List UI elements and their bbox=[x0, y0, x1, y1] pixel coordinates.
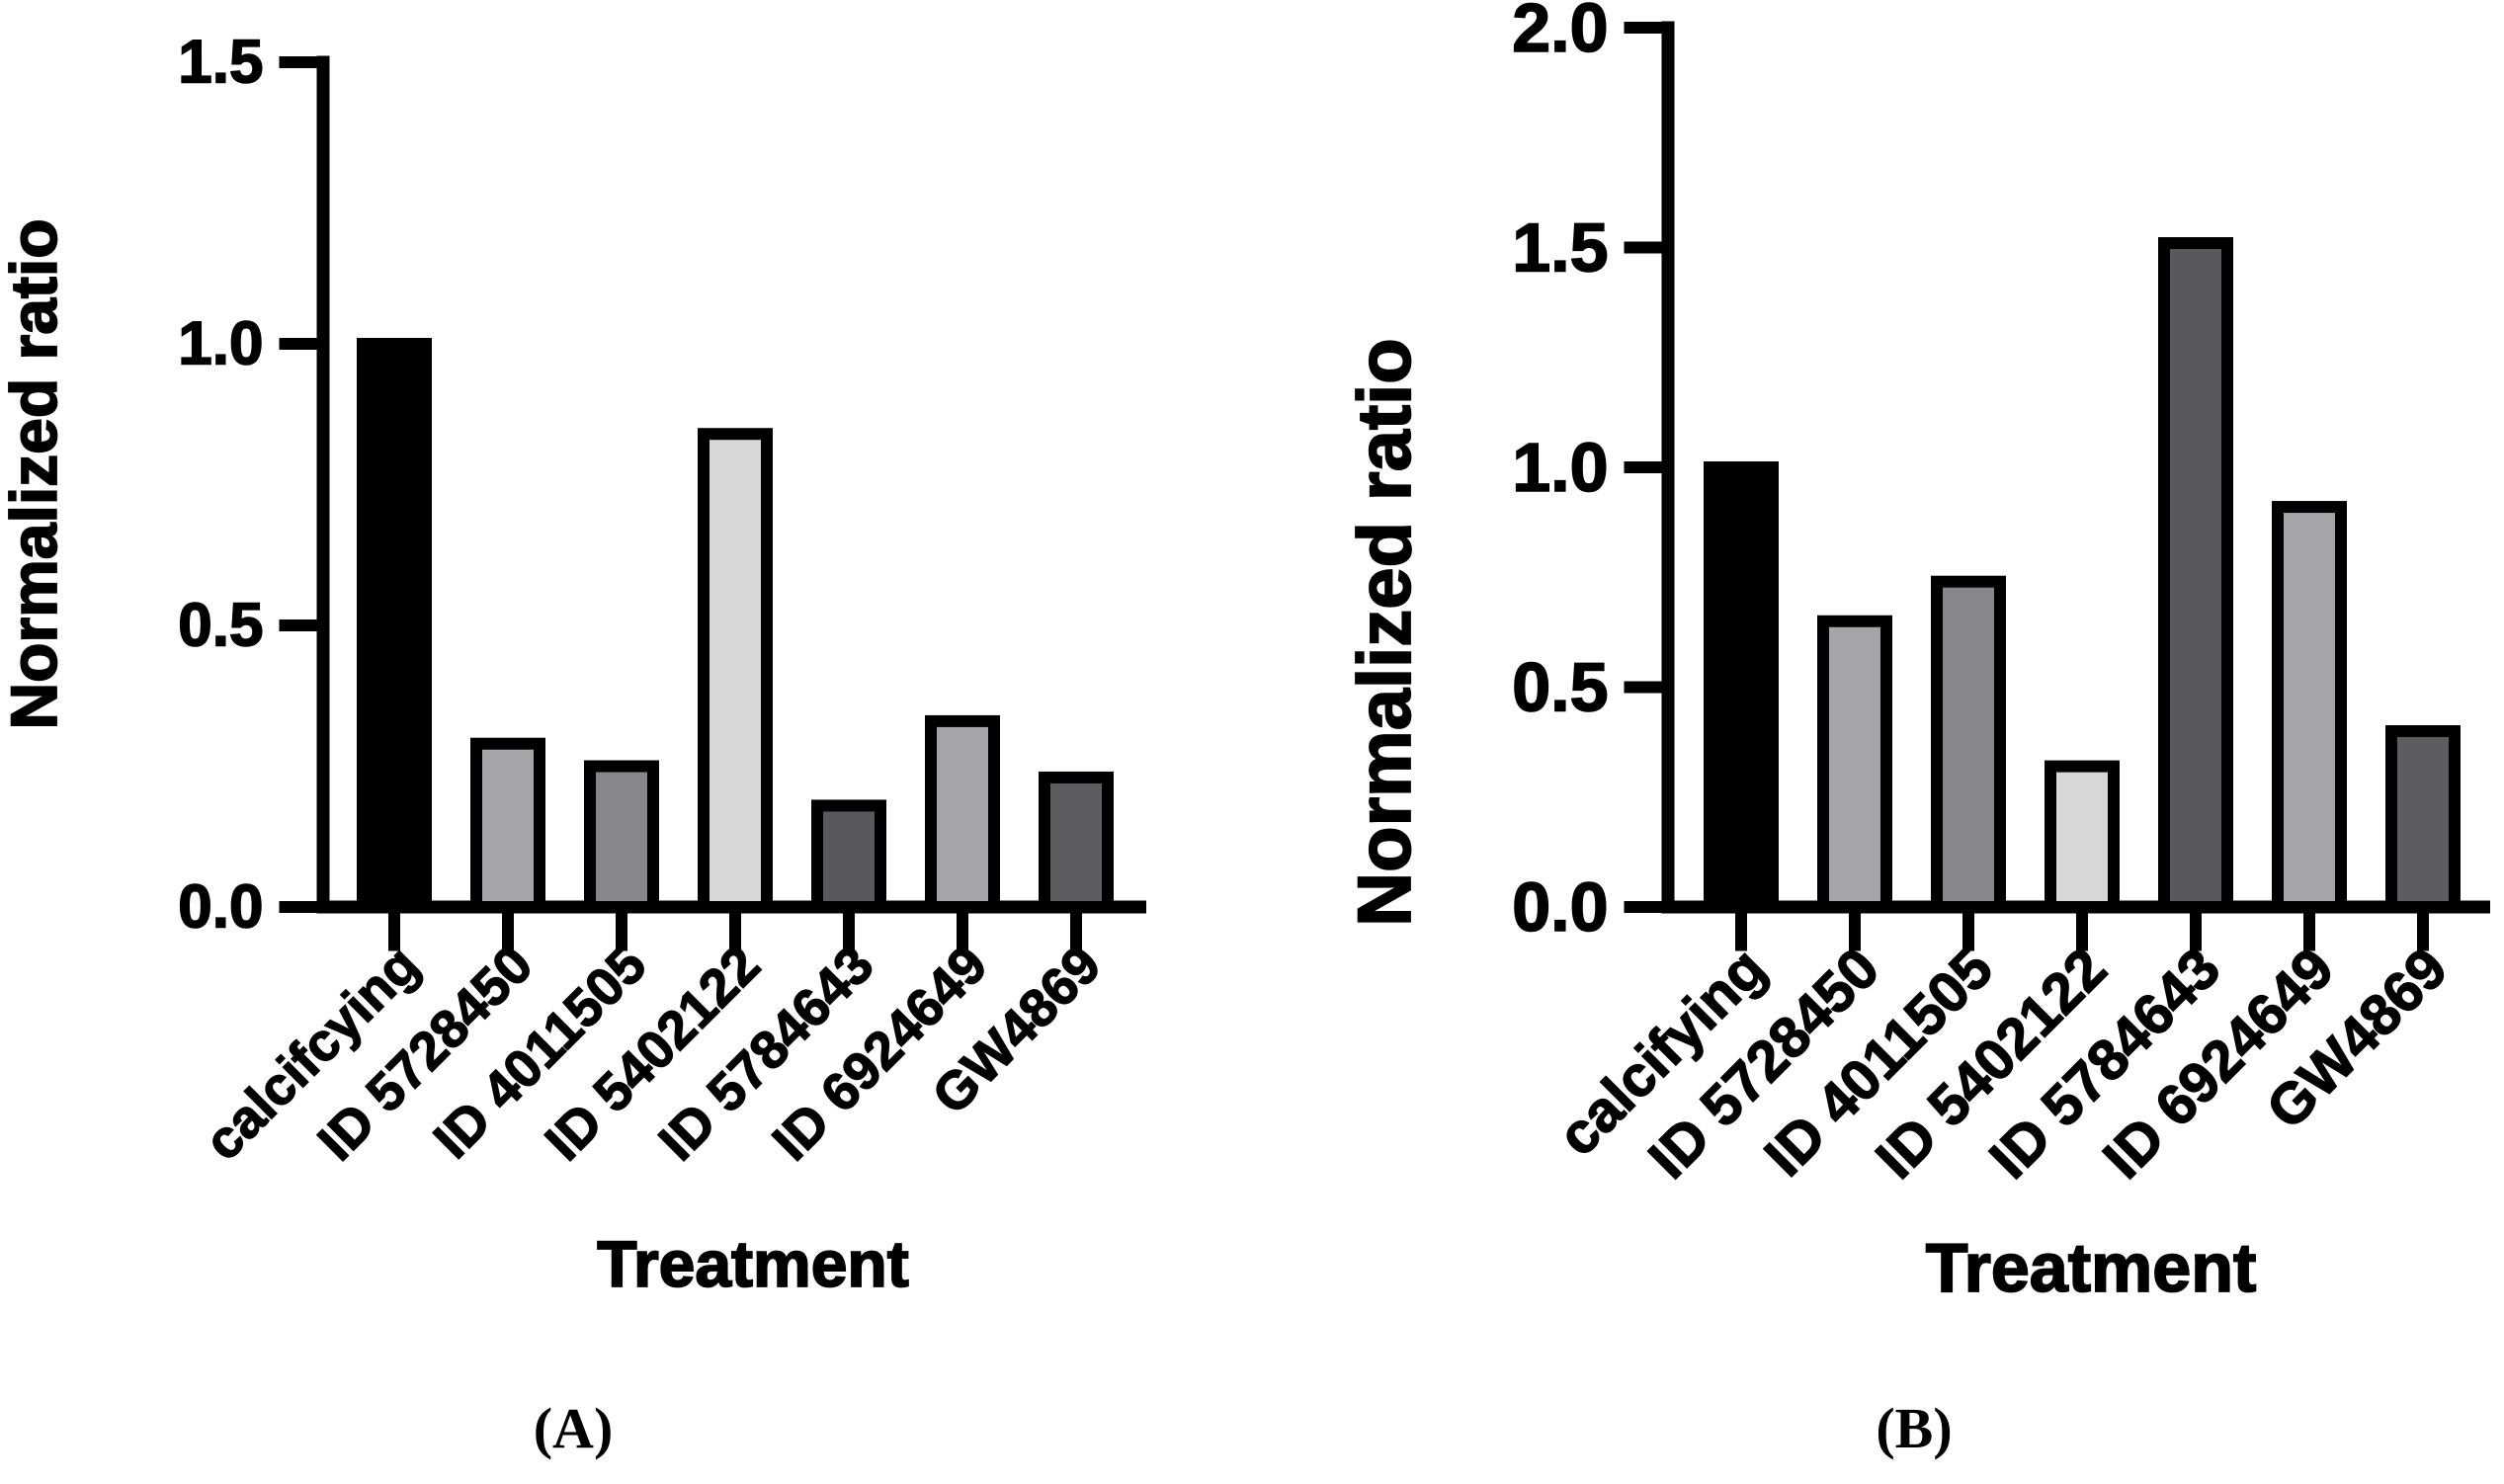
x-axis-tick bbox=[729, 913, 741, 951]
x-axis-tick bbox=[957, 913, 968, 951]
y-tick-label: 1.0 bbox=[1512, 429, 1608, 506]
x-axis-tick bbox=[1070, 913, 1082, 951]
y-tick-label: 0.0 bbox=[178, 873, 263, 942]
bar-id-5728450 bbox=[1817, 615, 1892, 913]
x-axis-tick bbox=[2076, 913, 2088, 951]
x-axis-title: Treatment bbox=[597, 1227, 908, 1300]
bar-gw4869 bbox=[1039, 771, 1114, 914]
x-axis-tick bbox=[502, 913, 514, 951]
panel-a-caption: (A) bbox=[533, 1396, 614, 1460]
y-axis-tick bbox=[1624, 901, 1662, 913]
y-axis-line bbox=[1661, 21, 1675, 914]
bar-id-6924649 bbox=[925, 714, 1000, 914]
y-tick-label: 1.0 bbox=[178, 310, 263, 378]
bar-id-5402122 bbox=[2045, 760, 2120, 913]
bar-id-5728450 bbox=[470, 737, 545, 914]
y-tick-label: 0.5 bbox=[1512, 649, 1608, 726]
bar-id-4011505 bbox=[1931, 575, 2006, 913]
x-axis-tick bbox=[843, 913, 855, 951]
y-axis-tick bbox=[1624, 22, 1662, 34]
bar-id-6924649 bbox=[2272, 501, 2347, 913]
y-axis-tick bbox=[1624, 461, 1662, 473]
y-axis-tick bbox=[279, 56, 317, 68]
y-axis-title: Normalized ratio bbox=[1343, 338, 1427, 926]
x-axis-tick bbox=[1962, 913, 1974, 951]
x-axis-tick bbox=[2303, 913, 2315, 951]
x-axis-tick bbox=[2417, 913, 2429, 951]
bar-id-5402122 bbox=[698, 428, 773, 913]
x-axis-tick bbox=[1735, 913, 1747, 951]
y-axis-line bbox=[316, 55, 330, 914]
x-axis-title: Treatment bbox=[1926, 1229, 2257, 1306]
bar-calcifying bbox=[1704, 461, 1779, 913]
y-axis-tick bbox=[1624, 241, 1662, 254]
x-axis-tick bbox=[2190, 913, 2202, 951]
panel-b-caption: (B) bbox=[1876, 1396, 1953, 1460]
x-axis-tick bbox=[616, 913, 627, 951]
y-axis-tick bbox=[279, 901, 317, 913]
bar-id-4011505 bbox=[584, 760, 659, 913]
x-axis-tick bbox=[388, 913, 400, 951]
bar-gw4869 bbox=[2385, 725, 2461, 913]
y-tick-label: 1.5 bbox=[1512, 209, 1608, 287]
y-axis-tick bbox=[279, 619, 317, 631]
y-axis-title: Normalized ratio bbox=[0, 218, 70, 729]
y-axis-tick bbox=[279, 338, 317, 350]
x-axis-tick bbox=[1849, 913, 1861, 951]
bar-calcifcying bbox=[357, 338, 432, 913]
y-tick-label: 1.5 bbox=[178, 29, 263, 97]
y-axis-tick bbox=[1624, 681, 1662, 694]
bar-id-5784643 bbox=[811, 799, 886, 914]
bar-id-5784643 bbox=[2158, 237, 2233, 914]
y-tick-label: 0.0 bbox=[1512, 868, 1608, 946]
y-tick-label: 0.5 bbox=[178, 592, 263, 660]
y-tick-label: 2.0 bbox=[1512, 0, 1608, 66]
